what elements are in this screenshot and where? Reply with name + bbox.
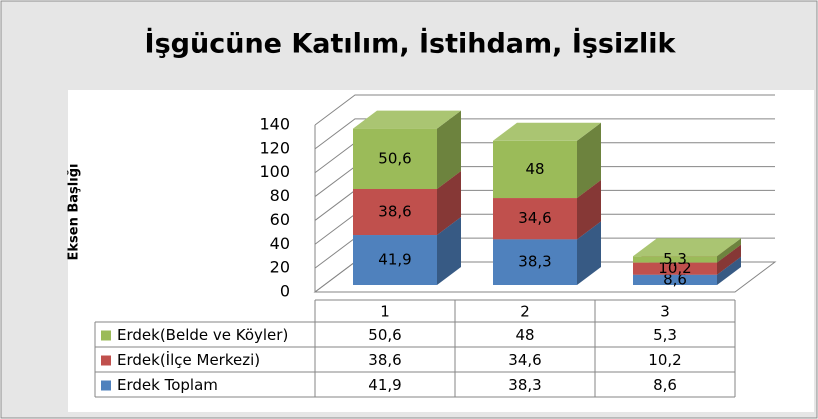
y-tick-label: 100 (259, 162, 290, 181)
table-cell: 38,6 (368, 351, 401, 369)
bar (493, 140, 577, 199)
bar (493, 239, 577, 285)
data-label: 38,6 (378, 202, 411, 220)
bar (353, 188, 437, 236)
bar-top (493, 122, 601, 141)
bar-side (717, 238, 741, 263)
table-cell: 34,6 (508, 351, 541, 369)
grid-line (314, 94, 775, 126)
legend-label: Erdek(Belde ve Köyler) (117, 326, 288, 344)
y-tick-label: 40 (270, 234, 290, 253)
table-cell: 38,3 (508, 376, 541, 394)
data-label: 41,9 (378, 251, 411, 269)
table-cell: 48 (515, 326, 534, 344)
bar-top (633, 238, 741, 257)
data-label: 34,6 (518, 209, 551, 227)
y-axis-label: Eksen Başlığı (67, 164, 82, 261)
x-tick-label: 2 (520, 303, 530, 321)
legend-key (101, 330, 111, 341)
y-tick-label: 60 (270, 210, 290, 229)
bar-side (437, 217, 461, 285)
data-label: 50,6 (378, 149, 411, 167)
table-cell: 5,3 (653, 326, 677, 344)
table-cell: 8,6 (653, 376, 677, 394)
table-cell: 41,9 (368, 376, 401, 394)
bar-side (717, 244, 741, 275)
bar (633, 256, 717, 263)
table-cell: 50,6 (368, 326, 401, 344)
bar (353, 128, 437, 189)
bar (493, 198, 577, 240)
data-label: 48 (525, 160, 544, 178)
x-tick-label: 1 (380, 303, 390, 321)
y-tick-label: 0 (280, 282, 290, 301)
grid-line (314, 118, 775, 150)
chart-title: İşgücüne Katılım, İstihdam, İşsizlik (145, 28, 677, 60)
bar-top (353, 110, 461, 129)
data-label: 8,6 (663, 270, 687, 288)
bar-side (437, 170, 461, 236)
legend-label: Erdek(İlçe Merkezi) (117, 350, 260, 369)
data-label: 38,3 (518, 253, 551, 271)
data-label: 5,3 (663, 250, 687, 268)
bar-side (437, 110, 461, 189)
x-tick-label: 3 (660, 303, 670, 321)
bar-side (577, 180, 601, 240)
y-tick-label: 120 (259, 138, 290, 157)
bar-side (577, 221, 601, 285)
legend-key (101, 355, 111, 366)
bar-side (577, 122, 601, 199)
legend-label: Erdek Toplam (117, 376, 218, 394)
legend-key (101, 380, 111, 391)
data-label: 10,2 (658, 259, 691, 277)
y-tick-label: 140 (259, 115, 290, 134)
y-tick-label: 20 (270, 258, 290, 277)
bar (633, 262, 717, 275)
bar (353, 235, 437, 285)
y-tick-label: 80 (270, 186, 290, 205)
bar-side (717, 256, 741, 285)
table-cell: 10,2 (648, 351, 681, 369)
bar (633, 274, 717, 285)
